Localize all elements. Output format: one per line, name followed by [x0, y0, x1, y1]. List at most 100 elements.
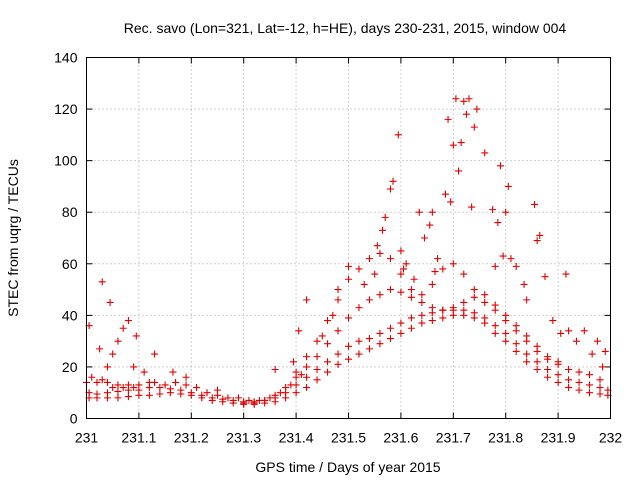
data-point: [507, 255, 515, 263]
data-point: [208, 394, 216, 402]
data-point: [132, 332, 140, 340]
data-point: [282, 384, 290, 392]
data-point: [365, 255, 373, 263]
data-point: [588, 350, 596, 358]
data-point: [119, 384, 127, 392]
data-point: [114, 394, 122, 402]
data-point: [544, 366, 552, 374]
data-point: [389, 177, 397, 185]
data-point: [255, 396, 263, 404]
data-point: [447, 198, 455, 206]
data-point: [418, 291, 426, 299]
data-point: [103, 389, 111, 397]
data-point: [554, 378, 562, 386]
data-point: [96, 345, 104, 353]
data-point: [313, 366, 321, 374]
y-axis-ticks: 0 20 40 60 80 100 120 140: [54, 50, 611, 427]
data-point: [460, 97, 468, 105]
data-point: [93, 390, 101, 398]
data-point: [103, 378, 111, 386]
data-point: [462, 110, 470, 118]
data-point: [303, 373, 311, 381]
x-axis-label: GPS time / Days of year 2015: [255, 459, 440, 475]
data-point: [580, 327, 588, 335]
data-point: [172, 378, 180, 386]
data-point: [520, 280, 528, 288]
data-point: [407, 314, 415, 322]
x-tick-label: 231: [75, 430, 99, 446]
data-point: [512, 262, 520, 270]
data-point: [324, 340, 332, 348]
data-points: [83, 95, 612, 408]
y-tick-label: 80: [62, 204, 78, 220]
data-point: [397, 329, 405, 337]
data-point: [565, 384, 573, 392]
data-point: [313, 376, 321, 384]
data-point: [441, 190, 449, 198]
data-point: [397, 247, 405, 255]
data-point: [124, 393, 132, 401]
data-point: [140, 368, 148, 376]
data-point: [601, 347, 609, 355]
data-point: [106, 298, 114, 306]
data-point: [151, 378, 159, 386]
data-point: [297, 371, 305, 379]
data-point: [373, 242, 381, 250]
data-point: [439, 265, 447, 273]
data-point: [303, 353, 311, 361]
data-point: [502, 329, 510, 337]
data-point: [271, 366, 279, 374]
data-point: [324, 317, 332, 325]
data-point: [182, 373, 190, 381]
data-point: [465, 95, 473, 103]
x-tick-label: 231.5: [331, 430, 366, 446]
x-tick-label: 231.7: [436, 430, 471, 446]
data-point: [193, 384, 201, 392]
data-point: [98, 278, 106, 286]
data-point: [166, 385, 174, 393]
data-point: [109, 384, 117, 392]
data-point: [418, 319, 426, 327]
x-tick-label: 231.8: [488, 430, 523, 446]
data-point: [229, 396, 237, 404]
y-tick-label: 100: [54, 153, 78, 169]
data-point: [161, 381, 169, 389]
data-point: [345, 314, 352, 322]
data-point: [502, 208, 510, 216]
data-point: [386, 185, 394, 193]
data-point: [428, 304, 436, 312]
data-point: [491, 262, 499, 270]
data-point: [428, 208, 436, 216]
data-point: [124, 381, 132, 389]
data-point: [169, 368, 177, 376]
x-tick-label: 231.9: [541, 430, 576, 446]
data-point: [334, 360, 342, 368]
data-point: [379, 226, 387, 234]
data-point: [271, 391, 279, 399]
data-point: [114, 337, 122, 345]
data-point: [481, 149, 489, 157]
data-point: [376, 291, 384, 299]
data-point: [565, 327, 573, 335]
data-point: [292, 389, 300, 397]
data-point: [386, 286, 394, 294]
data-point: [109, 350, 117, 358]
data-point: [376, 249, 384, 257]
data-point: [452, 95, 460, 103]
data-point: [407, 286, 415, 294]
data-point: [470, 286, 478, 294]
data-point: [386, 255, 394, 263]
data-point: [554, 371, 562, 379]
data-point: [496, 162, 504, 170]
chart-title: Rec. savo (Lon=321, Lat=-12, h=HE), days…: [124, 20, 567, 36]
y-axis-label: STEC from uqrg / TECUs: [5, 159, 21, 317]
data-point: [214, 386, 221, 394]
data-point: [533, 237, 541, 245]
data-point: [428, 317, 436, 325]
data-point: [224, 394, 232, 402]
data-point: [365, 345, 373, 353]
data-point: [234, 394, 242, 402]
data-point: [334, 296, 342, 304]
data-point: [596, 376, 604, 384]
